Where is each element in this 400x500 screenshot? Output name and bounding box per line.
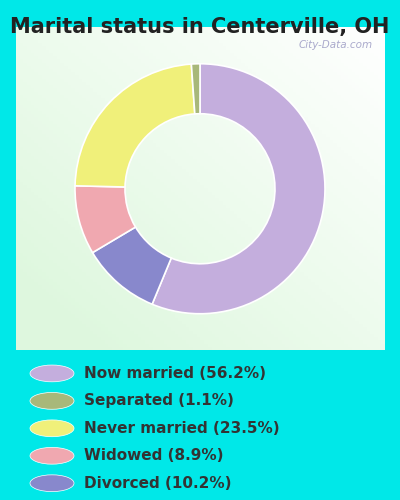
Wedge shape <box>75 186 136 252</box>
Text: Separated (1.1%): Separated (1.1%) <box>84 394 234 408</box>
Text: Now married (56.2%): Now married (56.2%) <box>84 366 266 381</box>
Wedge shape <box>191 64 200 114</box>
Circle shape <box>30 365 74 382</box>
Wedge shape <box>152 64 325 314</box>
Wedge shape <box>92 227 171 304</box>
Text: Never married (23.5%): Never married (23.5%) <box>84 421 280 436</box>
Text: City-Data.com: City-Data.com <box>299 40 373 50</box>
Circle shape <box>30 448 74 464</box>
Circle shape <box>30 392 74 409</box>
Wedge shape <box>75 64 195 187</box>
Text: Widowed (8.9%): Widowed (8.9%) <box>84 448 224 464</box>
Circle shape <box>30 420 74 436</box>
Text: Marital status in Centerville, OH: Marital status in Centerville, OH <box>10 18 390 38</box>
Text: Divorced (10.2%): Divorced (10.2%) <box>84 476 232 490</box>
Circle shape <box>30 475 74 492</box>
